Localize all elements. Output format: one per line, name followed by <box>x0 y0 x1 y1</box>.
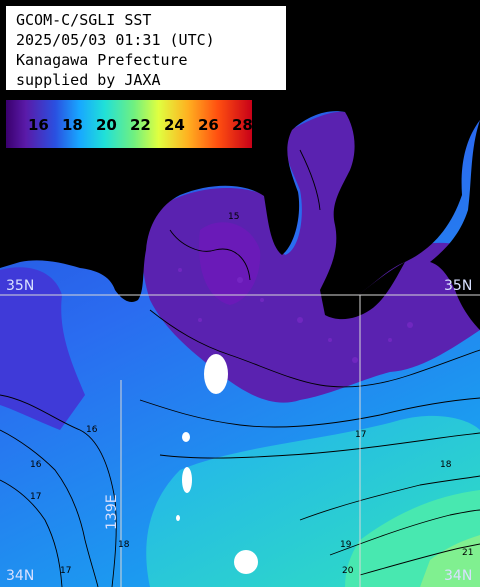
region-name: Kanagawa Prefecture <box>16 51 188 69</box>
island-large <box>204 354 228 394</box>
warmest-water-corner <box>420 535 480 587</box>
contour-label: 15 <box>228 212 240 222</box>
contour-label: 19 <box>340 540 352 550</box>
contour-label: 17 <box>355 430 367 440</box>
contour-label: 20 <box>342 566 354 576</box>
contour-lines <box>0 149 480 587</box>
observation-datetime: 2025/05/03 01:31 (UTC) <box>16 31 215 49</box>
legend-tick: 28 <box>232 116 253 134</box>
lat-label-35n-left: 35N <box>6 278 35 294</box>
land-peninsula <box>320 262 405 320</box>
contour-label: 18 <box>118 540 130 550</box>
contour-label: 18 <box>440 460 452 470</box>
legend-tick: 22 <box>130 116 151 134</box>
legend-tick: 20 <box>96 116 117 134</box>
contour-label: 17 <box>30 492 42 502</box>
legend-tick: 18 <box>62 116 83 134</box>
title-box: GCOM-C/SGLI SST 2025/05/03 01:31 (UTC) K… <box>4 4 288 92</box>
speckle-texture <box>178 268 413 363</box>
contour-label: 17 <box>60 566 72 576</box>
legend-tick-labels: 16 18 20 22 24 26 28 <box>28 116 266 134</box>
legend-tick: 24 <box>164 116 185 134</box>
cold-water-bay <box>142 111 480 403</box>
cold-water-inner <box>199 222 261 305</box>
legend-tick: 16 <box>28 116 49 134</box>
contour-label: 16 <box>30 460 42 470</box>
contour-label: 16 <box>86 425 98 435</box>
legend-tick: 26 <box>198 116 219 134</box>
island-small-1 <box>182 432 190 442</box>
graticule <box>0 294 480 587</box>
lon-label-139e: 139E <box>104 494 120 530</box>
island-tiny <box>176 515 180 521</box>
lat-label-35n-right: 35N <box>444 278 473 294</box>
island-small-2 <box>182 467 192 493</box>
lat-label-34n-left: 34N <box>6 568 35 584</box>
product-title: GCOM-C/SGLI SST <box>16 11 152 29</box>
color-scale-legend: 16 18 20 22 24 26 28 <box>4 98 254 150</box>
data-credit: supplied by JAXA <box>16 71 161 89</box>
contour-label: 21 <box>462 548 474 558</box>
cold-water-west <box>0 267 85 430</box>
island-south <box>234 550 258 574</box>
land-east <box>430 120 480 330</box>
lat-label-34n-right: 34N <box>444 568 473 584</box>
